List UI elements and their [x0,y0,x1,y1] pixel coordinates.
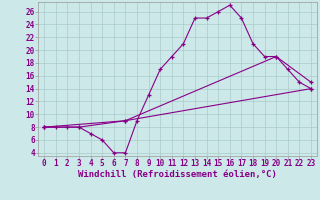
X-axis label: Windchill (Refroidissement éolien,°C): Windchill (Refroidissement éolien,°C) [78,170,277,179]
